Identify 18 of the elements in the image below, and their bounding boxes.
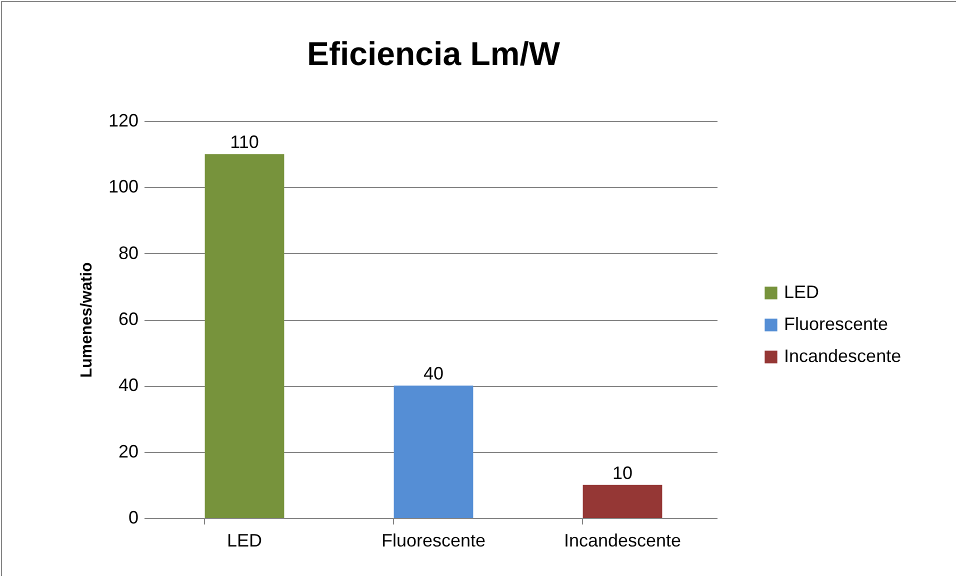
- y-tick-label: 120: [108, 110, 138, 130]
- y-tick-label: 100: [108, 176, 138, 197]
- x-tick-label: LED: [226, 530, 262, 550]
- y-tick-label: 40: [118, 375, 138, 396]
- data-label: 40: [423, 364, 444, 384]
- legend-label: Fluorescente: [784, 314, 888, 334]
- x-tick-label: Fluorescente: [381, 530, 486, 550]
- legend-label: Incandescente: [784, 346, 902, 366]
- y-tick-label: 80: [118, 242, 138, 263]
- data-label: 10: [612, 462, 633, 483]
- y-tick-label: 20: [118, 441, 138, 462]
- chart-title: Eficiencia Lm/W: [306, 35, 561, 72]
- y-axis-title: Lumenes/watio: [78, 262, 96, 378]
- data-label: 110: [230, 132, 259, 152]
- legend-label: LED: [784, 282, 820, 302]
- x-tick-label: Incandescente: [564, 530, 682, 550]
- y-tick-label: 0: [128, 508, 138, 528]
- y-tick-label: 60: [118, 309, 138, 329]
